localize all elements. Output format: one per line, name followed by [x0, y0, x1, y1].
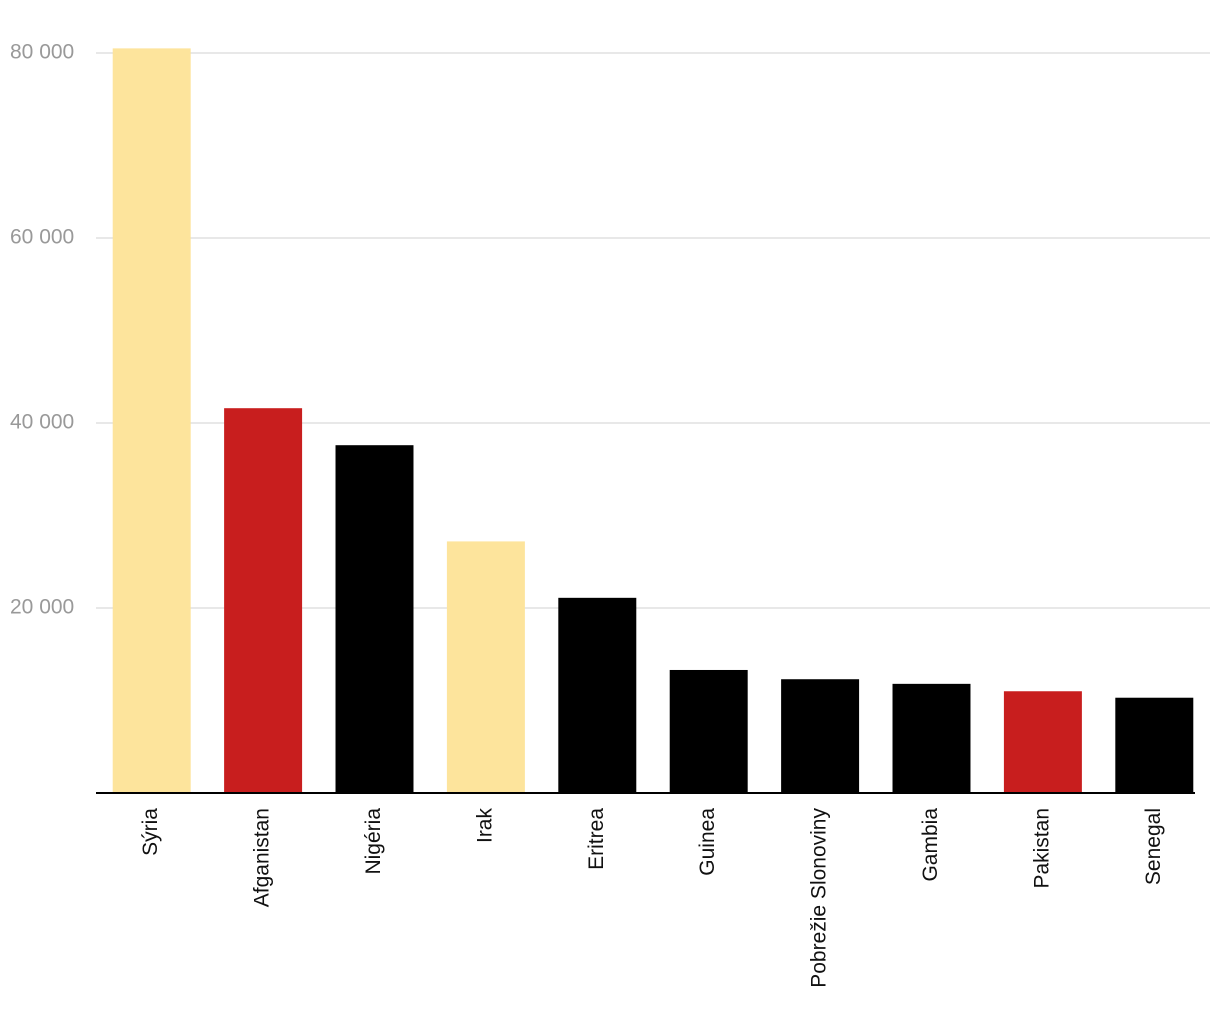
bar: [1115, 697, 1194, 793]
bar: [781, 679, 860, 793]
bar: [1003, 691, 1082, 793]
bar: [224, 408, 303, 793]
bar: [446, 541, 525, 793]
x-tick-label: Senegal: [1142, 808, 1165, 885]
x-tick-label: Pakistan: [1030, 808, 1053, 889]
x-tick-label: Pobrežie Slonoviny: [808, 808, 831, 988]
bar: [335, 445, 414, 793]
x-tick-label: Eritrea: [585, 808, 608, 870]
x-tick-label: Guinea: [696, 808, 719, 876]
bar: [558, 597, 637, 793]
x-tick-label: Gambia: [919, 808, 942, 882]
x-tick-label: Irak: [473, 808, 496, 844]
bar: [669, 669, 748, 793]
x-tick-label: Afganistan: [251, 808, 274, 907]
y-tick-label: 60 000: [10, 226, 74, 249]
x-tick-label: Sýria: [139, 808, 162, 856]
bar: [112, 48, 191, 793]
y-tick-label: 20 000: [10, 596, 74, 619]
y-tick-label: 80 000: [10, 41, 74, 64]
bar: [892, 683, 971, 793]
x-tick-label: Nigéria: [362, 808, 385, 875]
y-tick-label: 40 000: [10, 411, 74, 434]
